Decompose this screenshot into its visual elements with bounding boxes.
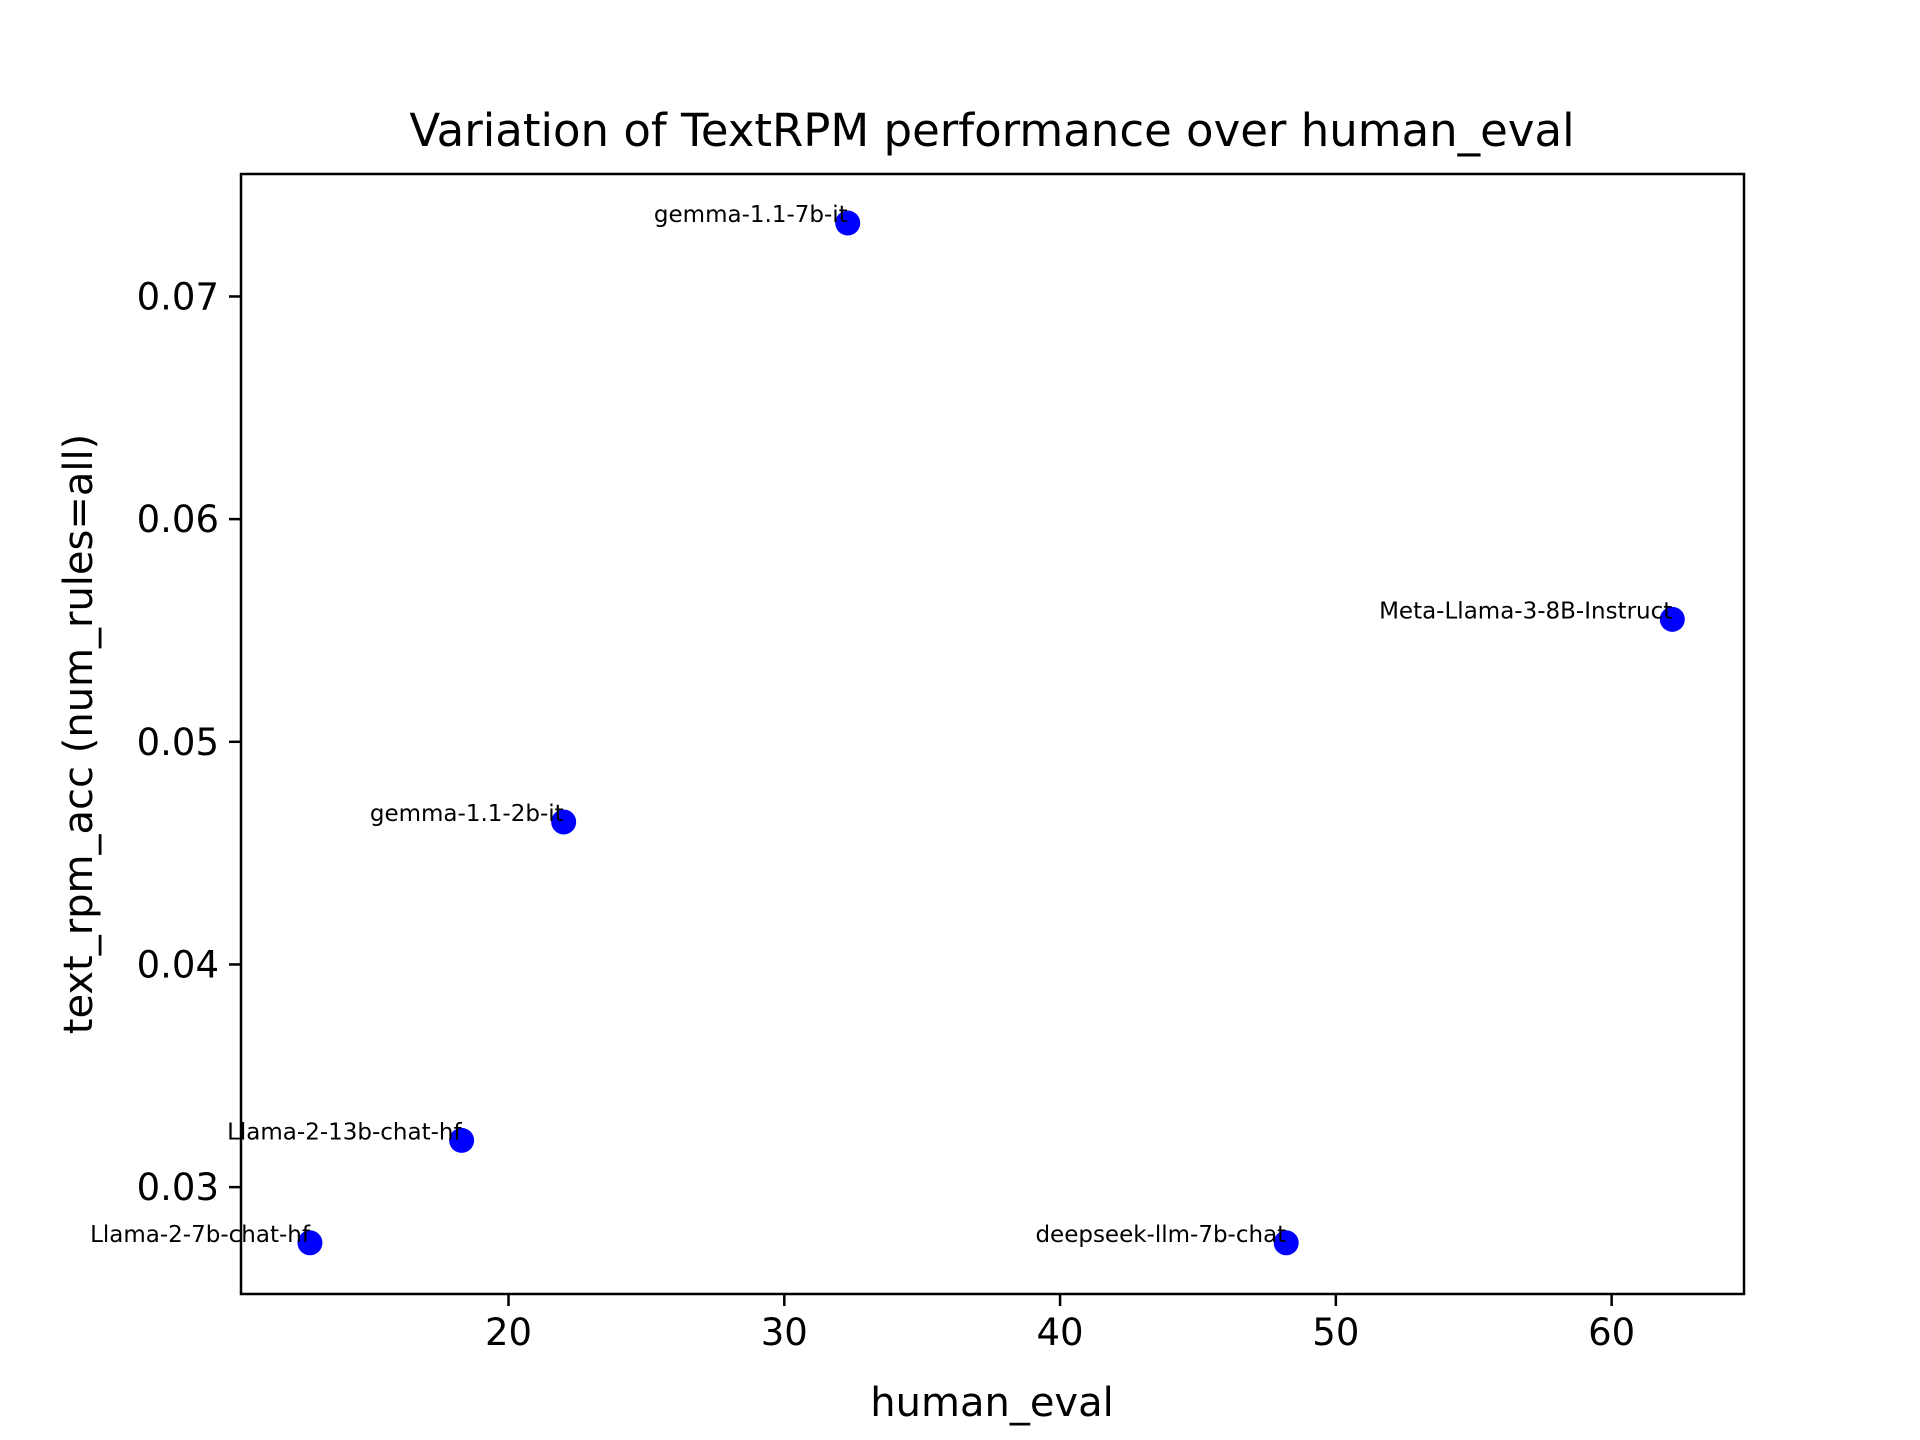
data-point <box>835 210 861 236</box>
data-point <box>1659 606 1685 632</box>
x-tick-label: 30 <box>761 1311 808 1354</box>
y-tick-label: 0.03 <box>137 1166 219 1209</box>
x-tick-label: 50 <box>1312 1311 1359 1354</box>
data-point <box>449 1127 475 1153</box>
x-axis-label: human_eval <box>870 1380 1113 1426</box>
chart-title: Variation of TextRPM performance over hu… <box>409 104 1574 157</box>
point-labels-layer: gemma-1.1-7b-it Meta-Llama-3-8B-Instruct g… <box>90 202 1672 1248</box>
plot-frame <box>239 172 1746 1296</box>
data-point <box>551 809 577 835</box>
y-axis-label: text_rpm_acc (num_rules=all) <box>56 434 102 1034</box>
x-tick-label: 40 <box>1037 1311 1084 1354</box>
data-point <box>1273 1230 1299 1256</box>
data-point-label: gemma-1.1-7b-it <box>654 202 848 228</box>
data-point <box>297 1230 323 1256</box>
data-point-label: Llama-2-7b-chat-hf <box>90 1222 311 1248</box>
y-tick-label: 0.06 <box>137 498 219 541</box>
y-tick-label: 0.05 <box>137 721 219 764</box>
points-layer <box>297 210 1685 1256</box>
y-tick-label: 0.07 <box>137 275 219 318</box>
x-tick-label: 60 <box>1588 1311 1635 1354</box>
data-point-label: deepseek-llm-7b-chat <box>1035 1222 1286 1248</box>
y-tick-label: 0.04 <box>137 943 219 986</box>
x-tick-label: 20 <box>485 1311 532 1354</box>
data-point-label: Llama-2-13b-chat-hf <box>227 1119 462 1145</box>
ticks-layer: 20 30 40 50 60 0.03 0.04 0.05 0.06 0.07 <box>137 275 1636 1354</box>
data-point-label: Meta-Llama-3-8B-Instruct <box>1379 598 1672 624</box>
data-point-label: gemma-1.1-2b-it <box>370 801 564 827</box>
